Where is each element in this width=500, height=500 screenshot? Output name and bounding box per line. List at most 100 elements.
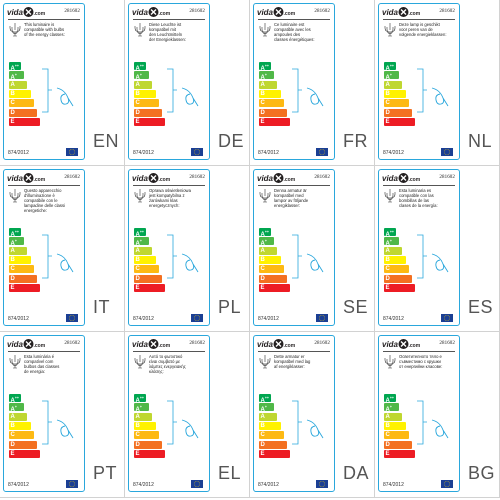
compatibility-text: Diese Leuchte ist kompatibel mit den Leu…: [149, 22, 187, 42]
energy-class-letter: C: [10, 432, 15, 439]
chandelier-icon: [9, 189, 21, 204]
energy-class-bar: B: [259, 89, 281, 98]
energy-class-bar: A++: [259, 228, 271, 238]
energy-class-letter: A+: [385, 73, 392, 82]
language-code: SE: [343, 297, 369, 317]
energy-class-bar: A++: [384, 62, 396, 72]
compatibility-text: Deze lamp is geschikt voor peren van de …: [399, 22, 447, 37]
energy-class-letter: D: [135, 109, 140, 116]
eu-flag-icon: [66, 480, 78, 488]
energy-class-bar: C: [9, 99, 34, 108]
lamp-icon: [55, 86, 75, 108]
energy-class-bar: A+: [259, 237, 275, 248]
energy-class-bar: A: [259, 246, 278, 255]
compatibility-text: Oprawa oświetleniowa jest kompatybilna z…: [149, 188, 191, 208]
energy-class-bar: E: [259, 283, 291, 292]
energy-class-bar: E: [134, 117, 166, 126]
chandelier-icon: [384, 189, 396, 204]
energy-class-bar: A+: [384, 71, 400, 82]
header-divider: [133, 351, 205, 352]
eu-flag-icon: [441, 314, 453, 322]
chandelier-icon: [384, 355, 396, 370]
energy-class-letter: A++: [260, 396, 269, 404]
energy-class-letter: E: [260, 284, 265, 291]
bracket-icon: [165, 68, 179, 114]
label-cell-da: vida .com 281602 Dette armatur er kompatibe…: [250, 332, 375, 498]
lamp-icon: [305, 86, 325, 108]
language-code: IT: [93, 297, 110, 317]
svg-text:.com: .com: [409, 177, 421, 183]
energy-class-letter: A++: [385, 64, 394, 72]
energy-class-letter: D: [135, 441, 140, 448]
regulation-number: 874/2012: [133, 482, 154, 488]
compatibility-text: Ce luminaire est compatible avec les amp…: [274, 22, 315, 42]
energy-class-letter: A: [10, 413, 15, 420]
energy-class-bar: A+: [259, 403, 275, 413]
energy-class-plus: +: [14, 405, 17, 410]
eu-flag-icon: [441, 480, 453, 488]
svg-text:vida: vida: [7, 174, 24, 183]
energy-class-letter: A++: [10, 64, 19, 72]
energy-class-bar: B: [9, 255, 31, 264]
energy-class-bar: A++: [384, 228, 396, 238]
energy-class-letter: B: [260, 256, 265, 263]
regulation-number: 874/2012: [383, 316, 404, 322]
bracket-icon: [165, 400, 179, 446]
energy-class-letter: E: [385, 118, 390, 125]
energy-class-bar: D: [134, 274, 162, 283]
header-divider: [133, 19, 205, 20]
energy-class-letter: B: [260, 90, 265, 97]
header-divider: [383, 351, 455, 352]
energy-class-plus: ++: [14, 396, 19, 400]
energy-class-letter: A+: [385, 239, 392, 248]
energy-class-bar: C: [259, 99, 284, 108]
energy-class-plus: +: [264, 405, 267, 410]
energy-class-letter: C: [385, 432, 390, 439]
svg-text:vida: vida: [257, 174, 274, 183]
energy-class-bar: A: [9, 412, 28, 421]
energy-class-letter: A+: [260, 239, 267, 248]
bracket-icon: [40, 68, 54, 114]
bracket-icon: [415, 234, 429, 280]
energy-class-bar: D: [384, 274, 412, 283]
energy-class-bar: A++: [134, 228, 146, 238]
energy-class-bar: A: [134, 412, 153, 421]
energy-class-bar: A+: [9, 237, 25, 247]
model-number: 281602: [439, 9, 455, 14]
energy-class-bar: A++: [259, 62, 271, 72]
bracket-icon: [290, 400, 304, 446]
energy-class-letter: B: [385, 90, 390, 97]
lamp-icon: [305, 252, 325, 274]
lamp-icon: [430, 418, 450, 440]
header-divider: [133, 185, 205, 186]
svg-text:vida: vida: [7, 8, 24, 17]
energy-class-plus: +: [389, 73, 392, 78]
svg-text:.com: .com: [159, 343, 171, 349]
energy-class-bar: A+: [384, 403, 400, 413]
energy-class-letter: C: [135, 100, 140, 107]
language-code: EL: [218, 463, 242, 483]
energy-class-letter: B: [10, 422, 15, 429]
eu-flag-icon: [66, 148, 78, 156]
chandelier-icon: [259, 189, 271, 204]
vidaxl-logo: vida .com: [132, 5, 172, 19]
energy-class-letter: A+: [135, 73, 142, 82]
language-code: FR: [343, 131, 368, 151]
energy-class-letter: A++: [135, 230, 144, 238]
svg-text:.com: .com: [34, 177, 46, 183]
regulation-number: 874/2012: [8, 150, 29, 156]
eu-flag-icon: [191, 314, 203, 322]
svg-text:vida: vida: [257, 340, 274, 349]
compatibility-text: This luminaire is compatible with bulbs …: [24, 22, 65, 37]
language-code: EN: [93, 131, 120, 151]
energy-class-bar: B: [9, 421, 31, 430]
language-code: ES: [468, 297, 494, 317]
energy-class-bar: D: [384, 108, 412, 117]
energy-class-bar: D: [259, 274, 287, 283]
energy-class-bar: A+: [259, 71, 275, 81]
energy-class-bar: B: [384, 421, 406, 430]
energy-class-plus: ++: [14, 230, 19, 234]
energy-class-bar: A+: [9, 71, 25, 81]
header-divider: [258, 19, 330, 20]
